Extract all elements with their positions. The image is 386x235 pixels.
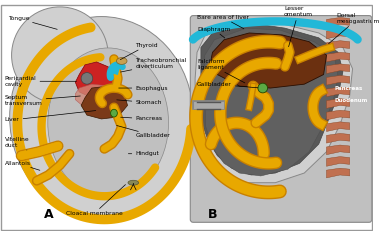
- Polygon shape: [327, 145, 350, 155]
- Text: Stomach: Stomach: [117, 100, 162, 105]
- Text: Hindgut: Hindgut: [129, 151, 159, 156]
- Polygon shape: [327, 29, 350, 39]
- Text: Pancreas: Pancreas: [334, 86, 362, 90]
- Text: Thyroid: Thyroid: [120, 43, 158, 60]
- Ellipse shape: [10, 16, 193, 217]
- Polygon shape: [327, 122, 350, 132]
- Text: Vitelline
duct: Vitelline duct: [5, 137, 29, 150]
- Polygon shape: [81, 86, 127, 119]
- Polygon shape: [327, 87, 350, 97]
- Text: Allantois: Allantois: [5, 161, 40, 170]
- Text: Liver: Liver: [5, 110, 96, 122]
- Circle shape: [258, 83, 267, 93]
- Polygon shape: [195, 23, 352, 183]
- Polygon shape: [327, 41, 350, 50]
- Text: Esophagus: Esophagus: [119, 86, 168, 90]
- Text: Duodenum: Duodenum: [334, 98, 367, 103]
- Text: B: B: [208, 208, 217, 221]
- Text: A: A: [44, 208, 53, 221]
- Polygon shape: [327, 168, 350, 178]
- Polygon shape: [75, 84, 121, 107]
- FancyBboxPatch shape: [190, 16, 372, 222]
- Text: Septum
transversum: Septum transversum: [5, 95, 80, 106]
- Text: Pericardial
cavity: Pericardial cavity: [5, 76, 76, 87]
- Text: Falciform
ligament: Falciform ligament: [197, 59, 245, 83]
- Text: Tracheobronchial
diverticulum: Tracheobronchial diverticulum: [120, 59, 186, 72]
- Polygon shape: [75, 62, 114, 98]
- Polygon shape: [327, 133, 350, 143]
- Polygon shape: [327, 110, 350, 120]
- Circle shape: [12, 7, 108, 103]
- Polygon shape: [327, 99, 350, 108]
- Polygon shape: [205, 28, 338, 176]
- Polygon shape: [201, 23, 343, 175]
- Text: Gallbladder: Gallbladder: [197, 82, 258, 88]
- Text: Cloacal membrane: Cloacal membrane: [66, 184, 125, 216]
- Text: Tongue: Tongue: [8, 16, 57, 29]
- Ellipse shape: [111, 109, 117, 117]
- Polygon shape: [327, 75, 350, 85]
- Text: Dorsal
mesogastrium: Dorsal mesogastrium: [328, 13, 379, 44]
- Polygon shape: [211, 33, 327, 88]
- Polygon shape: [327, 64, 350, 74]
- Polygon shape: [327, 157, 350, 166]
- Ellipse shape: [48, 48, 169, 198]
- Circle shape: [81, 73, 93, 84]
- Text: Bare area of liver: Bare area of liver: [197, 15, 249, 29]
- Polygon shape: [327, 52, 350, 62]
- Text: Lesser
omentum: Lesser omentum: [284, 6, 313, 47]
- Polygon shape: [327, 18, 350, 27]
- Ellipse shape: [128, 180, 139, 185]
- Text: Gallbladder: Gallbladder: [117, 125, 170, 138]
- Text: Pancreas: Pancreas: [120, 117, 162, 121]
- Ellipse shape: [117, 58, 127, 64]
- Text: Diaphragm: Diaphragm: [197, 27, 230, 38]
